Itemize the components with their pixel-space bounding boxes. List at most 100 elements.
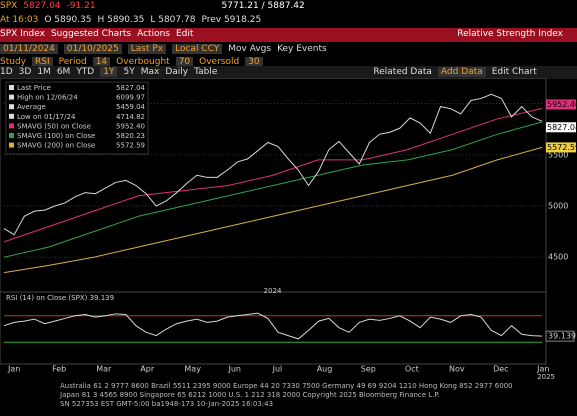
series-line	[3, 146, 543, 274]
legend-name: SMAVG (100) on Close	[17, 132, 95, 140]
legend-box	[5, 81, 149, 155]
legend-name: SMAVG (200) on Close	[17, 142, 95, 150]
x-tick-label: Oct	[405, 365, 419, 374]
related-data[interactable]: Related Data	[373, 67, 432, 77]
legend-value: 5572.59	[116, 142, 145, 150]
prev: Prev 5918.25	[201, 15, 262, 25]
period[interactable]: 14	[92, 57, 111, 67]
security[interactable]: SPX Index	[0, 29, 45, 39]
edit-chart[interactable]: Edit Chart	[491, 67, 537, 77]
table[interactable]: Table	[194, 67, 218, 77]
x-tick-label: Sep	[361, 365, 376, 374]
range-button[interactable]: 6M	[56, 67, 71, 77]
legend-value: 6099.97	[116, 94, 145, 102]
range-button[interactable]: 1M	[37, 67, 51, 77]
price-tag	[546, 122, 576, 133]
range-button[interactable]: 1Y	[100, 67, 118, 77]
currency[interactable]: Local CCY	[172, 44, 223, 54]
actions[interactable]: Actions	[137, 29, 170, 39]
year-label: 2024	[264, 287, 282, 295]
price-tag-label: 5952.40	[547, 100, 577, 109]
rsi-title: RSI (14) on Close (SPX) 39.139	[6, 294, 114, 302]
ohlc-row: At 16:03 O 5890.35 H 5890.35 L 5807.78 Prev …	[0, 14, 577, 27]
settings-row: 01/11/2024 01/10/2025 Last Px Local CCY Mov …	[0, 43, 577, 56]
price-tag	[546, 142, 576, 153]
time: At 16:03	[0, 15, 39, 25]
legend-value: 5820.23	[116, 132, 145, 140]
end[interactable]: 01/10/2025	[63, 44, 122, 54]
series-line	[3, 312, 543, 340]
year-label: 2025	[537, 373, 555, 380]
legend-swatch	[9, 142, 14, 148]
period-label: Period	[58, 57, 87, 67]
legend-name: Low on 01/17/24	[17, 113, 76, 121]
oversold-label: Oversold	[199, 57, 240, 67]
key-events[interactable]: Key Events	[277, 44, 327, 54]
low: L 5807.78	[150, 15, 196, 25]
high: H 5890.35	[97, 15, 145, 25]
footer-line: Japan 81 3 4565 8900 Singapore 65 6212 1…	[60, 391, 440, 399]
x-tick-label: Jun	[227, 365, 241, 374]
legend-swatch	[9, 104, 14, 110]
x-tick-label: Jan	[7, 365, 20, 374]
quote-row: SPX 5827.04 -91.21 5771.21 / 5887.42	[0, 0, 577, 13]
y-tick-label: 5500	[548, 150, 568, 159]
range-button[interactable]: YTD	[76, 67, 95, 77]
legend-swatch	[9, 133, 14, 138]
overbought[interactable]: 70	[175, 57, 194, 67]
footer-line: Australia 61 2 9777 8600 Brazil 5511 239…	[60, 382, 513, 390]
legend-swatch	[9, 113, 14, 119]
legend-value: 5459.04	[116, 103, 145, 111]
legend-value: 5827.04	[116, 84, 145, 92]
x-tick-label: Dec	[493, 365, 508, 374]
x-tick-label: May	[184, 365, 201, 374]
range-row: 1D 3D 1M 6M YTD 1Y 5Y Max Daily Table Related Data…	[0, 66, 577, 79]
study[interactable]: RSI	[32, 57, 53, 67]
range-button[interactable]: Max	[140, 67, 160, 77]
x-tick-label: Jul	[272, 365, 283, 374]
plot-border	[0, 291, 547, 365]
legend-name: Average	[17, 103, 46, 111]
legend-swatch	[9, 94, 14, 100]
add-data[interactable]: Add Data	[437, 67, 486, 77]
series-line	[3, 93, 543, 236]
overbought-label: Overbought	[116, 57, 170, 67]
ticker: SPX	[0, 1, 18, 11]
suggested[interactable]: Suggested Charts	[50, 29, 132, 39]
price-tag	[546, 99, 576, 110]
x-tick-label: Feb	[52, 365, 66, 374]
price-tag-label: 5827.04	[547, 123, 577, 132]
range-button[interactable]: 5Y	[123, 67, 135, 77]
range-button[interactable]: 1D	[0, 67, 13, 77]
oversold[interactable]: 30	[245, 57, 263, 67]
legend-swatch	[9, 85, 14, 90]
price-tag-label: 5572.59	[547, 143, 577, 152]
rsi-tag-label: 39.139	[548, 332, 576, 341]
mov-avgs[interactable]: Mov Avgs	[228, 44, 272, 54]
open: O 5890.35	[44, 15, 92, 25]
start[interactable]: 01/11/2024	[0, 44, 58, 54]
study-title: Relative Strength Index	[457, 29, 563, 39]
field[interactable]: Last Px	[127, 44, 167, 54]
y-tick-label: 4500	[548, 253, 568, 262]
legend-name: High on 12/06/24	[17, 94, 78, 102]
rsi-tag	[545, 330, 575, 342]
legend-name: SMAVG (50) on Close	[17, 122, 91, 130]
x-tick-label: Nov	[449, 365, 465, 374]
range-button[interactable]: 3D	[18, 67, 32, 77]
toolbar: SPX Index Suggested Charts Actions Edit Rela…	[0, 28, 577, 42]
change: -91.21	[66, 1, 96, 11]
edit[interactable]: Edit	[175, 29, 194, 39]
series-line	[3, 121, 543, 258]
range: 5771.21 / 5887.42	[221, 1, 305, 11]
chart: 45005000550060005952.405827.045572.59Las…	[0, 78, 577, 380]
x-tick-label: Jan	[536, 365, 549, 374]
legend-swatch	[9, 123, 14, 129]
legend-name: Last Price	[17, 84, 51, 92]
frequency[interactable]: Daily	[165, 67, 189, 77]
study-label: Study	[0, 57, 26, 67]
study-row: Study RSI Period 14 Overbought 70 Oversold 30	[0, 56, 577, 69]
y-tick-label: 5000	[548, 202, 568, 211]
legend-value: 4714.82	[116, 113, 145, 121]
footer: Australia 61 2 9777 8600 Brazil 5511 239…	[60, 382, 513, 409]
